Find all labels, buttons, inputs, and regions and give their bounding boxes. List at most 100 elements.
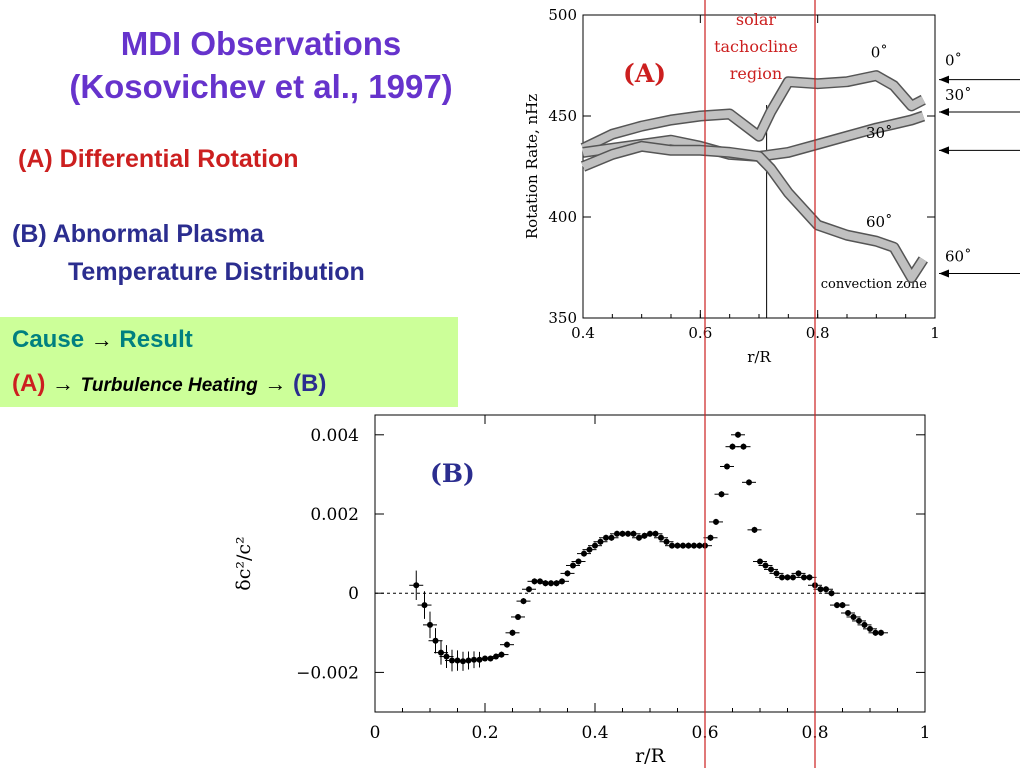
data-point [768, 566, 774, 573]
data-point [828, 590, 835, 597]
data-point [845, 610, 851, 616]
y-tick-label: 350 [548, 309, 577, 327]
data-point [746, 479, 752, 486]
right-arrow-icon: → [90, 327, 113, 352]
arrowhead-icon [939, 269, 949, 278]
data-point [586, 546, 593, 553]
x-tick-label: 0.6 [691, 723, 718, 743]
title-line-2: (Kosovichev et al., 1997) [69, 68, 453, 105]
series-label: 30˚ [866, 124, 893, 142]
x-tick-label: 0.2 [471, 723, 498, 743]
data-point [476, 656, 483, 663]
data-point [718, 491, 725, 498]
data-point [751, 526, 758, 533]
chain-b: (B) [293, 370, 327, 397]
y-axis-label: Rotation Rate, nHz [523, 94, 541, 239]
x-tick-label: 0.4 [581, 723, 608, 743]
cause-label: Cause [12, 326, 85, 353]
data-point [757, 558, 763, 565]
data-point [806, 574, 813, 581]
arrowhead-icon [939, 146, 949, 155]
y-tick-label: 0 [348, 584, 359, 604]
data-point [762, 562, 769, 569]
causal-chain: (A) → Turbulence Heating → (B) [12, 370, 326, 398]
data-point [652, 530, 659, 537]
data-point [850, 613, 857, 620]
y-tick-label: −0.002 [296, 663, 359, 683]
data-point [861, 621, 868, 628]
data-point [773, 570, 780, 577]
arrowhead-icon [939, 75, 949, 84]
result-label: Result [119, 326, 193, 353]
data-point [812, 582, 818, 589]
y-tick-label: 400 [548, 208, 577, 226]
data-point [702, 542, 708, 549]
data-point [724, 463, 730, 470]
cause-result-heading: Cause → Result [12, 326, 193, 354]
slide-title: MDI Observations (Kosovichev et al., 199… [0, 22, 522, 108]
x-tick-label: 0.4 [571, 324, 595, 342]
data-point [658, 534, 664, 541]
data-point [729, 443, 736, 450]
chain-a: (A) [12, 370, 46, 397]
data-point [520, 598, 527, 605]
data-point [707, 534, 714, 541]
y-tick-label: 500 [548, 6, 577, 24]
x-tick-label: 0 [370, 723, 381, 743]
data-point [526, 586, 532, 593]
data-point [460, 658, 466, 665]
data-point [570, 562, 576, 569]
data-point [575, 558, 582, 565]
x-tick-label: 1 [930, 324, 940, 342]
chain-turbulence-heating: Turbulence Heating [80, 375, 258, 396]
cause-result-box [0, 317, 458, 407]
right-arrow-icon: → [264, 371, 287, 396]
series-label: 0˚ [871, 44, 888, 62]
panel-label-a: (A) [623, 59, 666, 88]
data-point [413, 582, 420, 589]
arrow-label: 30˚ [945, 86, 972, 104]
title-line-1: MDI Observations [120, 25, 402, 62]
data-point [597, 538, 604, 545]
item-a-prefix: (A) [18, 145, 53, 173]
data-point [509, 629, 516, 636]
x-axis-label: r/R [747, 348, 771, 366]
x-tick-label: 0.8 [801, 723, 828, 743]
data-point [432, 637, 439, 644]
data-point [867, 625, 873, 632]
data-point [713, 518, 719, 525]
data-point [823, 586, 829, 593]
y-tick-label: 0.002 [310, 505, 359, 525]
data-point [856, 617, 862, 624]
series-band [580, 140, 928, 284]
data-point [735, 431, 741, 438]
x-tick-label: 0.8 [806, 324, 830, 342]
data-point [504, 641, 510, 648]
series-band-fill [581, 71, 926, 152]
data-point [795, 570, 802, 577]
data-point [564, 570, 571, 577]
sound-speed-chart: 0 0.2 0.4 0.6 0.8 1 −0.002 0 0.002 0.004 r/R δc²/c²… [233, 414, 930, 767]
right-arrow-icon: → [52, 371, 74, 396]
arrow-label: 0˚ [945, 52, 962, 70]
data-point [630, 530, 637, 537]
data-point [421, 602, 428, 609]
rotation-chart: 0.4 0.6 0.8 1 350 400 450 500 r/R Rotation Rate, … [523, 6, 1020, 366]
panel-label-b: (B) [430, 459, 475, 488]
data-point [498, 651, 505, 658]
item-a-differential-rotation: (A) Differential Rotation [18, 145, 299, 174]
arrowhead-icon [939, 107, 949, 116]
data-point [454, 657, 461, 664]
item-b-line-2: Temperature Distribution [68, 258, 365, 286]
y-tick-label: 0.004 [310, 426, 359, 446]
item-a-label: Differential Rotation [59, 145, 299, 173]
data-point [740, 443, 747, 450]
arrow-label: 60˚ [945, 248, 972, 266]
data-point [465, 657, 472, 664]
data-point [663, 538, 670, 545]
item-b-line-1: (B) Abnormal Plasma [12, 220, 264, 248]
series-band-fill [581, 142, 927, 282]
series-label: 60˚ [866, 213, 893, 231]
x-tick-label: 0.6 [688, 324, 712, 342]
data-point [839, 602, 846, 609]
